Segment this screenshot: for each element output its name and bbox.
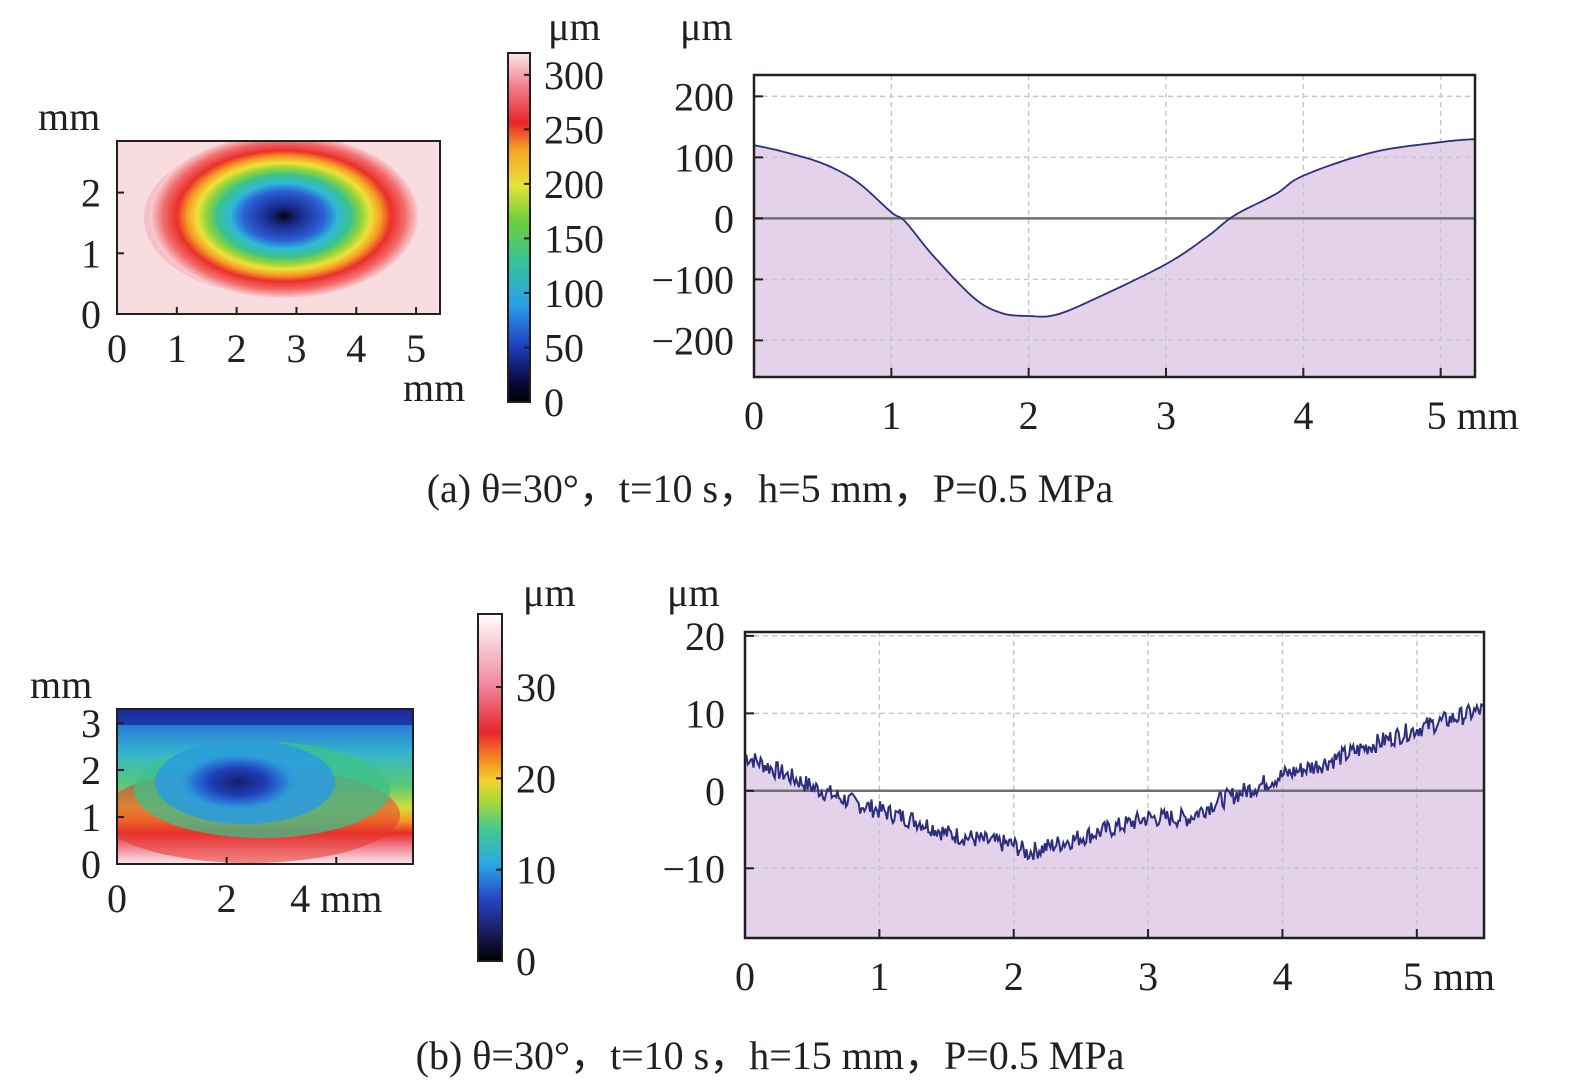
y-tick-label: 20 bbox=[685, 614, 725, 659]
map-y-tick-label: 2 bbox=[81, 171, 101, 216]
map-b-crater bbox=[176, 752, 300, 812]
colorbar-a-unit: μm bbox=[548, 4, 601, 49]
map-b-top-band bbox=[117, 709, 413, 725]
colorbar-tick-label: 30 bbox=[516, 665, 556, 710]
caption-b: (b) θ=30°，t=10 s，h=15 mm，P=0.5 MPa bbox=[416, 1033, 1125, 1078]
y-tick-label: 0 bbox=[705, 769, 725, 814]
profile-b-frame bbox=[743, 630, 1486, 940]
map-x-tick-label: 5 bbox=[406, 326, 426, 371]
map-x-tick-label: 2 bbox=[217, 876, 237, 921]
profile-area-fill bbox=[754, 139, 1475, 377]
map-y-tick-label: 3 bbox=[81, 701, 101, 746]
map-b-y-unit: mm bbox=[30, 662, 92, 707]
map-b-frame bbox=[116, 708, 414, 865]
y-tick-label: 100 bbox=[674, 135, 734, 180]
y-tick-label: −100 bbox=[651, 257, 734, 302]
profile-b-y-unit: μm bbox=[667, 570, 720, 615]
caption-a: (a) θ=30°，t=10 s，h=5 mm，P=0.5 MPa bbox=[427, 466, 1114, 511]
colorbar-a-gradient bbox=[507, 52, 531, 403]
x-tick-label: 2 bbox=[1004, 954, 1024, 999]
map-x-tick-label: 3 bbox=[286, 326, 306, 371]
y-tick-label: −10 bbox=[662, 846, 725, 891]
map-a-crater bbox=[150, 141, 418, 298]
colorbar-tick-label: 10 bbox=[516, 848, 556, 893]
x-tick-label: 4 bbox=[1293, 393, 1313, 438]
profile-line bbox=[754, 138, 1475, 318]
profile-line bbox=[745, 702, 1484, 861]
colorbar-tick-label: 20 bbox=[516, 756, 556, 801]
profile-chart-b: 0 1 2 3 4 5 mm −10 0 10 20 μm bbox=[662, 570, 1495, 999]
map-x-tick-label: 1 bbox=[167, 326, 187, 371]
colorbar-tick-label: 150 bbox=[544, 216, 604, 261]
map-y-tick-label: 1 bbox=[81, 231, 101, 276]
colorbar-b-unit: μm bbox=[523, 570, 576, 615]
colorbar-tick-label: 0 bbox=[544, 380, 564, 425]
map-y-tick-label: 0 bbox=[81, 292, 101, 337]
x-tick-label: 5 mm bbox=[1427, 393, 1519, 438]
map-a-y-unit: mm bbox=[38, 94, 100, 139]
y-tick-label: 200 bbox=[674, 74, 734, 119]
map-y-tick-label: 1 bbox=[81, 795, 101, 840]
map-x-tick-label: 0 bbox=[107, 326, 127, 371]
x-tick-label: 4 bbox=[1272, 954, 1292, 999]
map-x-tick-label: 4 mm bbox=[290, 876, 382, 921]
x-tick-label: 5 mm bbox=[1403, 954, 1495, 999]
colorbar-tick-label: 250 bbox=[544, 107, 604, 152]
y-tick-label: −200 bbox=[651, 318, 734, 363]
colorbar-tick-label: 100 bbox=[544, 271, 604, 316]
map-a-x-unit: mm bbox=[403, 365, 465, 410]
colorbar-tick-label: 50 bbox=[544, 325, 584, 370]
map-x-tick-label: 4 bbox=[346, 326, 366, 371]
map-a-frame bbox=[116, 140, 441, 315]
colorbar-a: 0 50 100 150 200 250 300 μm bbox=[507, 4, 604, 425]
y-tick-label: 0 bbox=[714, 196, 734, 241]
profile-chart-a: 0 1 2 3 4 5 mm −200 −100 0 100 200 μm bbox=[651, 4, 1518, 438]
y-tick-label: 10 bbox=[685, 691, 725, 736]
x-tick-label: 1 bbox=[869, 954, 889, 999]
x-tick-label: 0 bbox=[735, 954, 755, 999]
x-tick-label: 1 bbox=[881, 393, 901, 438]
colorbar-tick-label: 200 bbox=[544, 162, 604, 207]
x-tick-label: 2 bbox=[1019, 393, 1039, 438]
map-x-tick-label: 2 bbox=[227, 326, 247, 371]
x-tick-label: 3 bbox=[1138, 954, 1158, 999]
map-y-tick-label: 0 bbox=[81, 842, 101, 887]
map-y-tick-label: 2 bbox=[81, 748, 101, 793]
profile-a-frame bbox=[752, 73, 1477, 379]
x-tick-label: 0 bbox=[744, 393, 764, 438]
profile-area-fill bbox=[745, 703, 1484, 938]
colorbar-tick-label: 300 bbox=[544, 53, 604, 98]
colorbar-b-gradient bbox=[477, 613, 503, 962]
colorbar-b: 0 10 20 30 μm bbox=[477, 570, 576, 984]
profile-a-y-unit: μm bbox=[680, 4, 733, 49]
colorbar-tick-label: 0 bbox=[516, 939, 536, 984]
x-tick-label: 3 bbox=[1156, 393, 1176, 438]
map-x-tick-label: 0 bbox=[107, 876, 127, 921]
